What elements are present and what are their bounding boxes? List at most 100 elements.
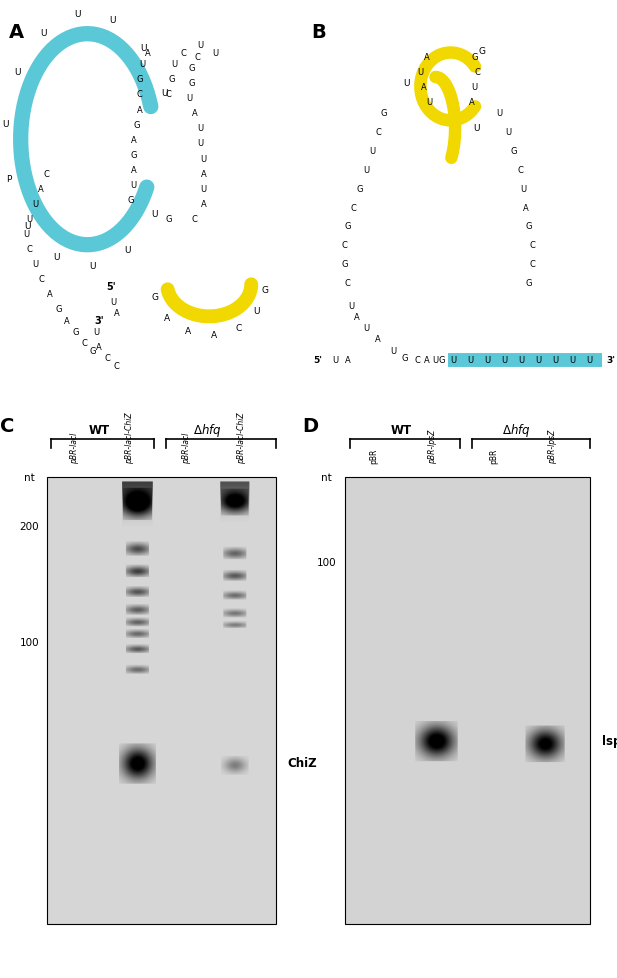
Text: G: G (136, 75, 143, 84)
Text: WT: WT (89, 423, 110, 437)
Text: A: A (523, 203, 529, 212)
Text: A: A (201, 169, 206, 178)
Text: 200: 200 (20, 521, 39, 532)
Text: 5': 5' (313, 356, 322, 365)
Text: G: G (165, 214, 172, 224)
Text: U: U (569, 356, 575, 365)
Text: U: U (473, 124, 479, 133)
Text: U: U (197, 124, 204, 133)
Text: U: U (197, 41, 204, 51)
Text: C: C (475, 67, 481, 76)
Text: P: P (6, 174, 12, 184)
Text: A: A (47, 289, 52, 299)
Text: C: C (27, 244, 32, 253)
Text: C: C (165, 90, 172, 100)
Text: G: G (168, 75, 175, 84)
Text: U: U (23, 230, 30, 239)
Text: U: U (32, 260, 38, 269)
Text: C: C (114, 362, 119, 371)
Text: G: G (344, 222, 351, 231)
Text: pBR: pBR (489, 448, 499, 464)
Text: C: C (345, 279, 350, 288)
Text: U: U (535, 356, 541, 365)
Text: U: U (505, 128, 511, 137)
Text: A: A (137, 106, 143, 114)
Text: A: A (131, 165, 136, 175)
Text: A: A (146, 49, 151, 58)
Text: U: U (433, 356, 439, 365)
Text: G: G (478, 47, 485, 56)
Text: C: C (529, 260, 535, 269)
Text: 100: 100 (20, 638, 39, 647)
Text: pBR-lacl-ChiZ: pBR-lacl-ChiZ (125, 412, 134, 464)
Text: U: U (14, 67, 21, 77)
Text: A: A (38, 185, 44, 194)
Text: G: G (357, 185, 363, 194)
Text: G: G (402, 354, 408, 363)
Text: G: G (151, 293, 159, 302)
Text: C: C (1, 417, 15, 435)
Text: U: U (363, 324, 369, 333)
Text: U: U (2, 119, 9, 129)
Text: A: A (114, 309, 119, 318)
Text: U: U (186, 94, 192, 103)
Text: U: U (110, 297, 117, 306)
Text: G: G (342, 260, 348, 269)
Text: G: G (133, 120, 140, 129)
Text: C: C (351, 203, 357, 212)
Text: A: A (131, 136, 136, 145)
Text: G: G (55, 305, 62, 314)
Text: C: C (342, 241, 348, 250)
Text: WT: WT (391, 423, 412, 437)
Text: C: C (192, 214, 197, 224)
Text: U: U (468, 356, 474, 365)
Text: U: U (139, 61, 146, 69)
Text: $\Delta$$\it{hfq}$: $\Delta$$\it{hfq}$ (502, 422, 531, 439)
Text: 100: 100 (317, 557, 336, 567)
Text: U: U (417, 67, 423, 76)
Text: G: G (526, 222, 532, 231)
Text: pBR-lpsZ: pBR-lpsZ (428, 429, 437, 464)
Text: B: B (312, 23, 326, 42)
Text: C: C (38, 275, 44, 284)
Text: U: U (520, 185, 526, 194)
Text: C: C (44, 169, 50, 178)
Text: U: U (40, 29, 46, 38)
Bar (47, 477, 276, 923)
Text: nt: nt (321, 472, 332, 483)
Text: U: U (552, 356, 558, 365)
Text: U: U (54, 253, 60, 262)
Text: U: U (172, 61, 178, 69)
Text: A: A (375, 335, 381, 344)
Text: U: U (89, 261, 96, 271)
Text: G: G (526, 279, 532, 288)
Text: C: C (81, 339, 88, 348)
Text: A: A (354, 313, 360, 322)
Text: U: U (197, 139, 204, 149)
Text: G: G (189, 64, 195, 73)
Text: U: U (404, 79, 410, 88)
Text: pBR: pBR (369, 448, 378, 464)
Text: U: U (110, 16, 116, 24)
Text: C: C (415, 356, 420, 365)
Text: A: A (210, 331, 217, 339)
Text: G: G (511, 147, 517, 156)
Text: U: U (390, 346, 396, 355)
Text: D: D (302, 417, 318, 435)
Text: G: G (471, 53, 478, 62)
Text: U: U (201, 155, 207, 163)
Text: U: U (484, 356, 491, 365)
Text: G: G (189, 79, 195, 88)
Text: C: C (136, 90, 143, 100)
Text: U: U (472, 83, 478, 92)
Text: A: A (9, 23, 24, 42)
Text: U: U (141, 44, 147, 53)
Text: U: U (161, 89, 167, 98)
Text: C: C (180, 49, 186, 58)
Text: C: C (194, 53, 201, 62)
Text: 5': 5' (106, 282, 115, 291)
Text: U: U (131, 181, 137, 190)
Text: G: G (262, 286, 268, 294)
Text: U: U (333, 356, 339, 365)
Text: G: G (131, 151, 137, 159)
